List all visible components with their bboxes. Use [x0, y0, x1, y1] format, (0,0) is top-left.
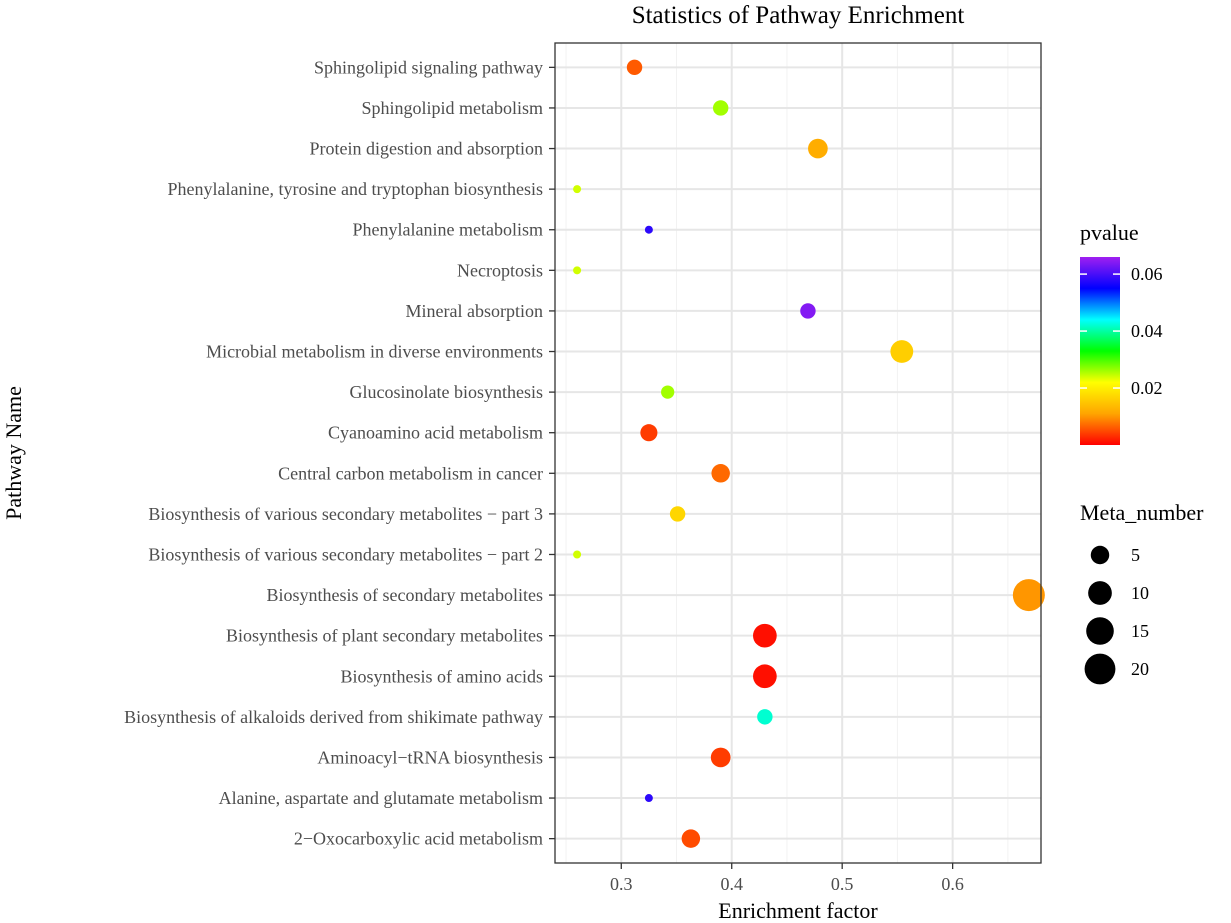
pvalue-legend-title: pvalue	[1080, 220, 1139, 245]
data-point	[626, 59, 643, 76]
y-tick-label: Cyanoamino acid metabolism	[328, 423, 543, 443]
y-tick-label: Aminoacyl−tRNA biosynthesis	[317, 747, 543, 767]
y-tick-label: Microbial metabolism in diverse environm…	[206, 342, 543, 362]
y-tick-label: Phenylalanine, tyrosine and tryptophan b…	[168, 179, 543, 199]
y-tick-label: Necroptosis	[457, 260, 543, 280]
x-tick-label: 0.5	[831, 874, 854, 894]
x-tick-label: 0.6	[941, 874, 964, 894]
x-axis-title: Enrichment factor	[718, 898, 878, 923]
data-point	[711, 464, 730, 483]
data-points	[573, 59, 1045, 848]
data-point	[681, 829, 701, 848]
y-tick-label: Biosynthesis of various secondary metabo…	[148, 544, 543, 564]
size-legend-key	[1086, 617, 1114, 645]
data-point	[669, 506, 686, 522]
colorbar-tick-label: 0.06	[1131, 264, 1163, 284]
data-point	[661, 385, 675, 399]
colorbar-tick-label: 0.04	[1131, 321, 1163, 341]
data-point	[644, 794, 653, 803]
data-point	[573, 266, 582, 275]
x-tick-label: 0.4	[720, 874, 743, 894]
y-tick-label: Biosynthesis of alkaloids derived from s…	[124, 707, 543, 727]
meta-number-legend-items: 5 10 15 20	[1084, 545, 1149, 685]
y-tick-label: Biosynthesis of plant secondary metaboli…	[226, 626, 543, 646]
size-legend-key	[1090, 545, 1110, 565]
data-point	[808, 138, 828, 159]
data-point	[712, 100, 729, 116]
y-tick-label: Mineral absorption	[406, 301, 543, 321]
data-point	[710, 747, 731, 768]
meta-number-legend-title: Meta_number	[1080, 500, 1204, 525]
y-tick-label: Phenylalanine metabolism	[353, 220, 543, 240]
chart-title: Statistics of Pathway Enrichment	[632, 2, 965, 29]
y-tick-label: Biosynthesis of various secondary metabo…	[148, 504, 543, 524]
size-legend-key	[1088, 581, 1112, 605]
data-point	[890, 340, 914, 363]
x-tick-label: 0.3	[610, 874, 633, 894]
size-legend-label: 5	[1131, 545, 1140, 565]
data-point	[1012, 579, 1045, 612]
y-tick-label: Alanine, aspartate and glutamate metabol…	[219, 788, 543, 808]
y-tick-label: Sphingolipid metabolism	[361, 98, 543, 118]
data-point	[753, 623, 777, 648]
y-tick-label: Central carbon metabolism in cancer	[278, 463, 543, 483]
pvalue-legend: pvalue 0.06 0.04 0.02	[1080, 220, 1163, 445]
colorbar-tick-label: 0.02	[1131, 378, 1163, 398]
plot-grid	[555, 43, 1041, 863]
data-point	[753, 664, 777, 689]
plot-border	[554, 42, 1042, 864]
data-point	[644, 225, 653, 234]
y-axis: Sphingolipid signaling pathway Sphingolip…	[124, 57, 555, 849]
y-axis-title: Pathway Name	[1, 386, 26, 520]
x-axis: 0.3 0.4 0.5 0.6	[610, 863, 964, 894]
size-legend-key	[1084, 653, 1116, 685]
pvalue-colorbar	[1080, 257, 1120, 445]
y-tick-label: Glucosinolate biosynthesis	[350, 382, 543, 402]
y-tick-label: Biosynthesis of secondary metabolites	[267, 585, 543, 605]
data-point	[573, 550, 582, 559]
data-point	[573, 185, 582, 194]
plot-panel	[555, 43, 1041, 863]
y-tick-label: Protein digestion and absorption	[310, 139, 543, 159]
data-point	[640, 424, 658, 442]
data-point	[757, 709, 773, 725]
size-legend-label: 20	[1131, 659, 1149, 679]
y-tick-label: Biosynthesis of amino acids	[341, 666, 543, 686]
pvalue-colorbar-ticks: 0.06 0.04 0.02	[1080, 264, 1163, 398]
y-tick-label: 2−Oxocarboxylic acid metabolism	[294, 829, 543, 849]
meta-number-legend: Meta_number 5 10 15 20	[1080, 500, 1204, 685]
data-point	[800, 303, 816, 319]
size-legend-label: 10	[1131, 583, 1149, 603]
size-legend-label: 15	[1131, 621, 1149, 641]
y-tick-label: Sphingolipid signaling pathway	[314, 57, 543, 77]
